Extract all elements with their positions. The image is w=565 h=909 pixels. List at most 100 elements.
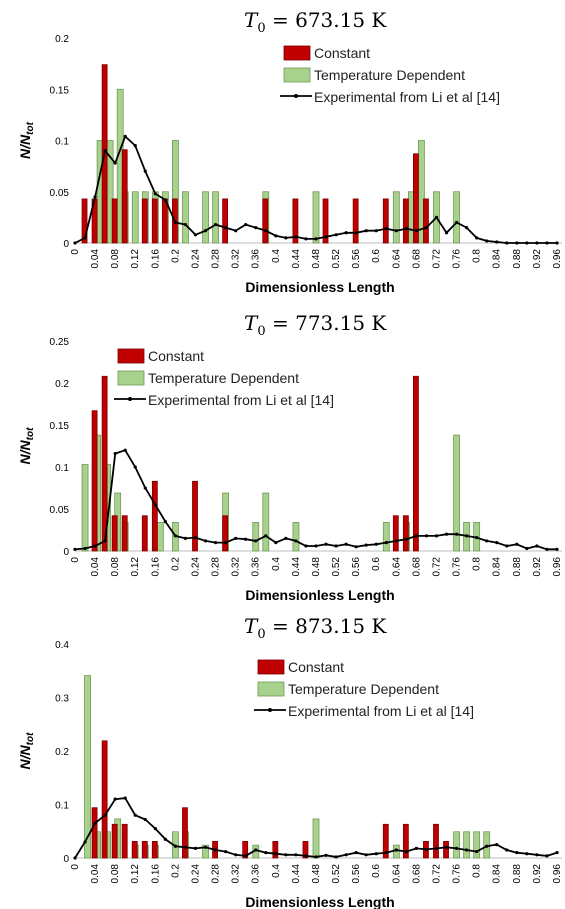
x-tick-label: 0.68 bbox=[411, 864, 422, 884]
experimental-point bbox=[495, 240, 499, 244]
experimental-point bbox=[424, 226, 429, 230]
x-tick-label: 0.92 bbox=[532, 557, 543, 577]
experimental-point bbox=[525, 852, 529, 856]
experimental-point bbox=[264, 851, 268, 855]
y-tick-label: 0.05 bbox=[50, 188, 70, 199]
x-tick-label: 0.84 bbox=[492, 557, 503, 577]
experimental-point bbox=[394, 539, 398, 543]
experimental-point bbox=[123, 796, 127, 800]
experimental-point bbox=[254, 539, 258, 543]
x-tick-label: 0.52 bbox=[331, 557, 342, 577]
experimental-point bbox=[183, 536, 188, 540]
experimental-point bbox=[465, 534, 469, 538]
bar-temperature-dependent bbox=[202, 191, 209, 244]
x-tick-label: 0.16 bbox=[150, 557, 161, 577]
experimental-point bbox=[213, 222, 218, 227]
experimental-point bbox=[284, 536, 288, 540]
x-tick-label: 0.08 bbox=[110, 557, 121, 577]
experimental-point bbox=[314, 855, 318, 859]
bar-constant bbox=[111, 823, 118, 859]
experimental-point bbox=[224, 226, 228, 230]
experimental-point bbox=[525, 546, 529, 551]
experimental-point bbox=[555, 547, 559, 551]
experimental-point bbox=[515, 241, 519, 245]
chart-svg-873: T0 = 873.15 K 0 0.1 0.2 0.3 0.4 0 0.04 0.08 0.12 0… bbox=[17, 614, 563, 909]
experimental-point bbox=[183, 222, 188, 227]
legend-marker-experimental bbox=[128, 397, 132, 401]
x-tick-label: 0.16 bbox=[150, 864, 161, 884]
bar-constant bbox=[302, 841, 309, 859]
x-tick-label: 0 bbox=[70, 557, 81, 563]
x-tick-label: 0.44 bbox=[291, 864, 302, 884]
x-tick-label: 0.52 bbox=[331, 249, 342, 269]
experimental-point bbox=[354, 851, 358, 855]
legend-swatch-temperature-dependent bbox=[283, 67, 311, 83]
experimental-point bbox=[284, 236, 288, 240]
experimental-point bbox=[304, 237, 308, 241]
x-tick-label: 0.8 bbox=[472, 249, 483, 263]
experimental-point bbox=[173, 534, 178, 538]
experimental-point bbox=[234, 536, 238, 540]
bar-constant bbox=[413, 375, 419, 552]
x-tick-label: 0.68 bbox=[411, 557, 422, 577]
experimental-point bbox=[244, 537, 248, 541]
experimental-point bbox=[364, 853, 368, 857]
experimental-point bbox=[324, 853, 328, 857]
bar-constant bbox=[402, 823, 409, 859]
x-tick-label: 0.88 bbox=[512, 557, 523, 577]
x-tick-label: 0.4 bbox=[271, 864, 282, 878]
legend-swatch-constant bbox=[257, 659, 285, 675]
bar-constant bbox=[292, 198, 299, 244]
experimental-point bbox=[163, 198, 167, 202]
experimental-point bbox=[394, 848, 398, 852]
experimental-point bbox=[545, 241, 549, 245]
bar-temperature-dependent bbox=[453, 831, 460, 859]
experimental-point bbox=[545, 547, 549, 551]
x-tick-label: 0.04 bbox=[90, 557, 101, 577]
bar-temperature-dependent bbox=[473, 831, 481, 859]
x-tick-label: 0.28 bbox=[211, 249, 222, 269]
x-tick-label: 0.36 bbox=[251, 249, 262, 269]
experimental-point bbox=[475, 535, 479, 540]
experimental-point bbox=[93, 195, 97, 199]
chart-panel-773: T0 = 773.15 K 0 0.05 0.1 0.15 0.2 0.25 0 0.04 0.0… bbox=[0, 303, 565, 606]
y-axis-label: N/Ntot bbox=[17, 427, 36, 465]
experimental-point bbox=[334, 233, 338, 237]
experimental-point bbox=[234, 229, 238, 233]
bar-constant bbox=[151, 480, 158, 552]
experimental-point bbox=[364, 543, 368, 547]
y-axis-label: N/Ntot bbox=[17, 121, 36, 159]
y-tick-label: 0 bbox=[63, 854, 69, 865]
x-tick-label: 0.64 bbox=[391, 249, 402, 269]
experimental-point bbox=[535, 241, 539, 245]
x-tick-label: 0.2 bbox=[170, 557, 181, 571]
bar-temperature-dependent bbox=[84, 675, 91, 859]
experimental-point bbox=[434, 534, 439, 538]
experimental-point bbox=[254, 848, 258, 852]
legend-label-experimental: Experimental from Li et al [14] bbox=[148, 392, 334, 408]
bar-temperature-dependent bbox=[292, 522, 300, 552]
legend-label-temperature-dependent: Temperature Dependent bbox=[314, 67, 465, 83]
experimental-point bbox=[404, 849, 408, 854]
x-tick-label: 0.6 bbox=[371, 864, 382, 878]
experimental-point bbox=[414, 846, 419, 850]
experimental-point bbox=[274, 234, 278, 238]
experimental-point bbox=[143, 486, 147, 490]
x-tick-label: 0.32 bbox=[231, 557, 242, 577]
experimental-point bbox=[495, 541, 499, 545]
experimental-point bbox=[133, 813, 137, 817]
experimental-point bbox=[294, 235, 298, 239]
experimental-point bbox=[454, 532, 459, 536]
experimental-point bbox=[304, 544, 308, 548]
bar-constant bbox=[121, 149, 128, 244]
chart-panel-873: T0 = 873.15 K 0 0.1 0.2 0.3 0.4 0 0.04 0.08 0.12 0… bbox=[0, 606, 565, 909]
x-tick-label: 0.48 bbox=[311, 557, 322, 577]
chart-title: T0 = 873.15 K bbox=[244, 614, 387, 642]
x-tick-label: 0.68 bbox=[411, 249, 422, 269]
experimental-point bbox=[354, 545, 358, 549]
x-axis-label: Dimensionless Length bbox=[245, 894, 394, 909]
experimental-point bbox=[434, 215, 439, 219]
experimental-point bbox=[83, 840, 87, 844]
bar-constant bbox=[382, 823, 389, 859]
experimental-point bbox=[133, 465, 137, 469]
